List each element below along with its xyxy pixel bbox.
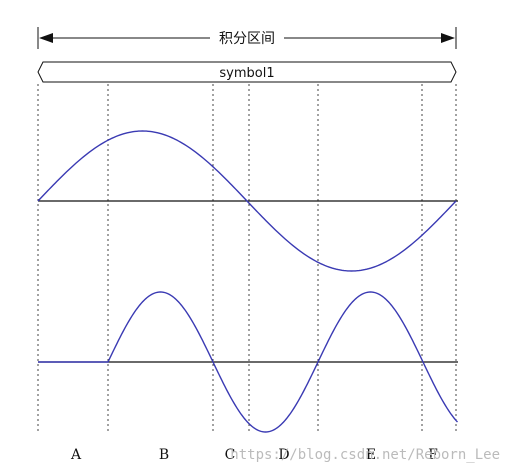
segment-label-a: A [70,447,82,463]
symbol-label: symbol1 [219,66,274,81]
segment-label-c: C [225,447,236,463]
left-arrowhead-icon [39,33,53,43]
symbol-bar-outline [37,61,457,83]
segment-dividers [37,84,457,432]
lower-rectified-wave [38,291,459,433]
right-arrowhead-icon [441,33,455,43]
integration-interval-indicator: 积分区间 [37,27,457,49]
segment-label-e: E [366,447,376,463]
interval-label: 积分区间 [219,31,275,47]
segment-label-b: B [159,447,169,463]
segment-label-d: D [278,447,289,463]
segment-label-f: F [428,447,438,463]
segment-labels: A B C D E F [70,447,438,463]
watermark-text: https://blog.csdn.net/Reborn_Lee [230,447,500,463]
symbol-bar: symbol1 [37,61,457,83]
upper-sine-wave [37,130,457,272]
